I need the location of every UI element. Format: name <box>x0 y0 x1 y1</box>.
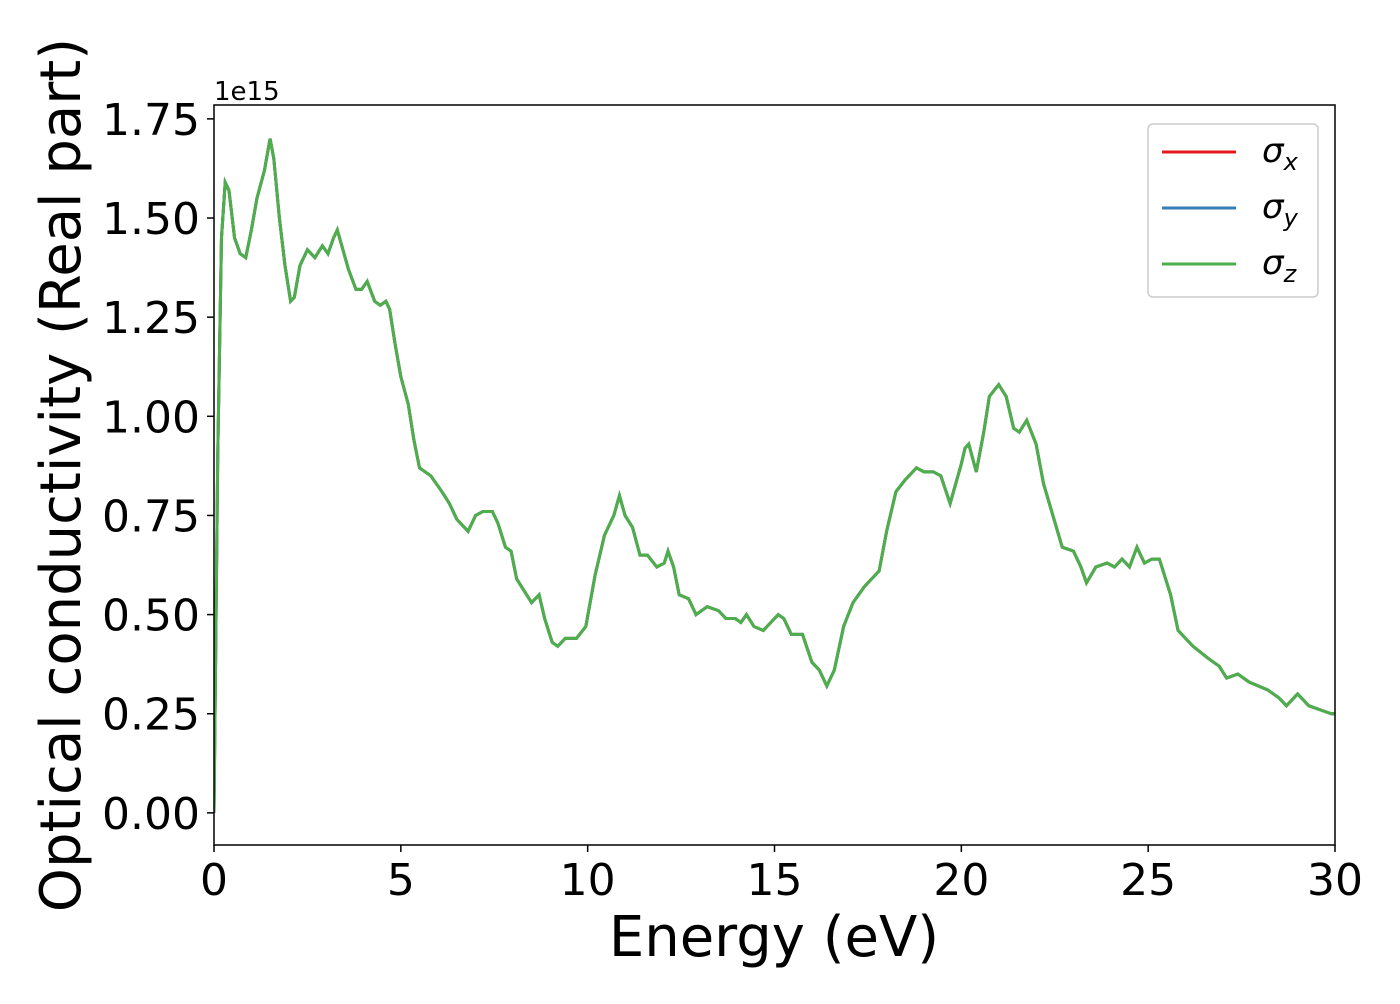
x-tick-label: 10 <box>560 855 616 906</box>
y-tick-label: 1.75 <box>102 95 200 146</box>
legend-symbol: σ <box>1262 243 1285 283</box>
y-tick-label: 1.00 <box>102 392 200 443</box>
x-tick-label: 25 <box>1120 855 1176 906</box>
plot-frame <box>213 104 1336 846</box>
y-axis-label: Optical conductivity (Real part) <box>29 38 94 912</box>
x-tick-label: 15 <box>747 855 803 906</box>
x-tick-label: 5 <box>387 855 415 906</box>
offset-label: 1e15 <box>214 77 280 107</box>
x-tick-label: 0 <box>200 855 228 906</box>
legend-subscript: x <box>1283 148 1299 176</box>
legend-subscript: z <box>1283 260 1298 288</box>
y-tick-label: 1.50 <box>102 194 200 245</box>
legend-label: σx <box>1262 131 1299 176</box>
legend-label: σz <box>1262 243 1298 288</box>
legend-symbol: σ <box>1262 187 1285 227</box>
series-line <box>214 138 1335 813</box>
x-axis-label: Energy (eV) <box>609 905 939 970</box>
x-tick-label: 20 <box>933 855 989 906</box>
legend-label: σy <box>1262 187 1299 232</box>
legend-box <box>1147 123 1319 298</box>
y-tick-label: 0.00 <box>102 789 200 840</box>
y-tick-label: 0.75 <box>102 491 200 542</box>
y-tick-label: 1.25 <box>102 293 200 344</box>
y-tick-label: 0.50 <box>102 591 200 642</box>
y-tick-label: 0.25 <box>102 690 200 741</box>
legend-symbol: σ <box>1262 131 1285 171</box>
x-tick-label: 30 <box>1307 855 1363 906</box>
legend-subscript: y <box>1283 204 1299 232</box>
